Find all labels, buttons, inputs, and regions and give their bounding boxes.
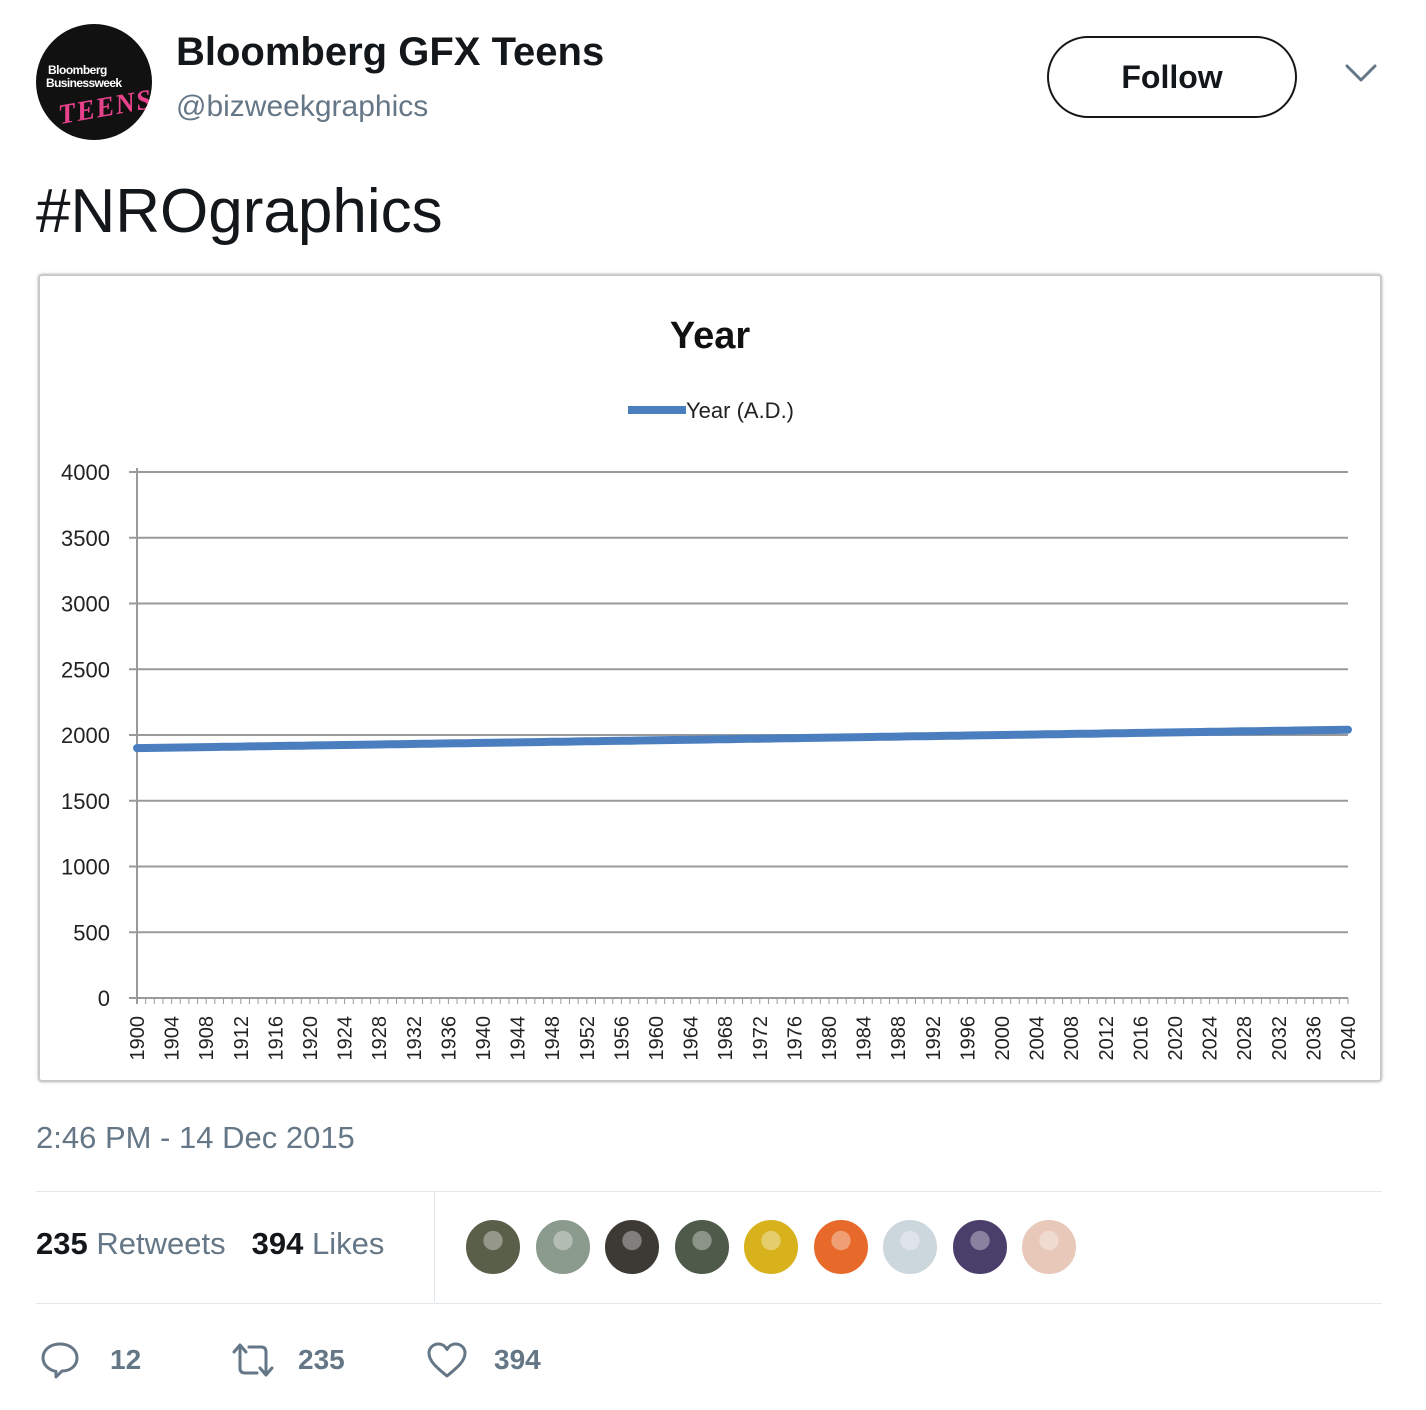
y-tick-label: 4000 — [61, 460, 110, 485]
x-tick-label: 1916 — [265, 1016, 287, 1061]
display-name[interactable]: Bloomberg GFX Teens — [176, 30, 605, 74]
x-tick-label: 1904 — [162, 1016, 184, 1061]
y-tick-label: 1000 — [61, 855, 110, 880]
x-tick-label: 2004 — [1027, 1016, 1049, 1061]
likes-label: Likes — [311, 1226, 385, 1261]
likes-count: 394 — [251, 1226, 304, 1261]
y-tick-label: 0 — [98, 986, 110, 1011]
x-tick-label: 1932 — [404, 1016, 426, 1061]
like-count: 394 — [494, 1344, 541, 1375]
line-chart: 0 500 1000 1500 2000 2500 3000 3500 4000 1900 190… — [61, 315, 1360, 1061]
x-tick-label: 1924 — [335, 1016, 357, 1061]
likes-stat[interactable]: 394 Likes — [252, 1226, 385, 1261]
chart-legend: Year (A.D.) — [628, 398, 794, 423]
tweet-stats: 235 Retweets 394 Likes — [36, 1226, 410, 1262]
x-tick-label: 2036 — [1303, 1016, 1325, 1061]
y-tick-label: 2000 — [61, 723, 110, 748]
y-tick-label: 1500 — [61, 789, 110, 814]
avatar-logo-teens: TEENS — [55, 83, 152, 132]
x-tick-label: 1912 — [231, 1016, 253, 1061]
reply-button[interactable]: 12 — [40, 1334, 141, 1386]
y-tick-label: 500 — [73, 920, 110, 945]
tweet-media-chart[interactable]: 0 500 1000 1500 2000 2500 3000 3500 4000 1900 190… — [38, 274, 1382, 1082]
legend-label: Year (A.D.) — [686, 398, 794, 423]
stats-divider — [434, 1192, 435, 1302]
x-tick-label: 1960 — [646, 1016, 668, 1061]
liker-avatar-9[interactable] — [1020, 1218, 1078, 1276]
series-line-year-ad — [133, 725, 1352, 753]
x-tick-label: 1944 — [508, 1016, 530, 1061]
x-tick-label: 2012 — [1096, 1016, 1118, 1061]
heart-icon — [427, 1342, 467, 1378]
x-tick-label: 2020 — [1165, 1016, 1187, 1061]
follow-button[interactable]: Follow — [1047, 36, 1297, 118]
x-tick-label: 1952 — [577, 1016, 599, 1061]
x-tick-label: 1980 — [819, 1016, 841, 1061]
y-tick-label: 3500 — [61, 526, 110, 551]
liker-avatar-8[interactable] — [950, 1218, 1009, 1276]
divider — [36, 1303, 1382, 1304]
x-tick-label: 2040 — [1338, 1016, 1360, 1061]
x-tick-label: 1948 — [542, 1016, 564, 1061]
reply-icon — [41, 1342, 79, 1379]
x-tick-label: 2028 — [1234, 1016, 1256, 1061]
liker-avatar-4[interactable] — [672, 1218, 731, 1276]
like-button[interactable]: 394 — [426, 1334, 541, 1386]
y-tick-label: 3000 — [61, 592, 110, 617]
chart-title: Year — [670, 315, 751, 357]
x-tick-label: 2024 — [1200, 1016, 1222, 1061]
liker-avatar-7[interactable] — [881, 1218, 939, 1276]
x-tick-label: 1984 — [854, 1016, 876, 1061]
chevron-down-icon[interactable] — [1344, 62, 1378, 84]
liker-avatar-1[interactable] — [464, 1218, 522, 1276]
retweets-stat[interactable]: 235 Retweets — [36, 1226, 226, 1261]
y-tick-label: 2500 — [61, 657, 110, 682]
x-tick-label: 1964 — [681, 1016, 703, 1061]
x-tick-label: 1968 — [715, 1016, 737, 1061]
x-tick-label: 1908 — [196, 1016, 218, 1061]
x-tick-label: 1996 — [957, 1016, 979, 1061]
reply-count: 12 — [110, 1344, 142, 1375]
divider — [36, 1191, 1382, 1192]
x-tick-label: 1900 — [127, 1016, 149, 1061]
x-tick-label: 1988 — [888, 1016, 910, 1061]
x-tick-label: 2016 — [1130, 1016, 1152, 1061]
x-tick-label: 2000 — [992, 1016, 1014, 1061]
x-tick-label: 1940 — [473, 1016, 495, 1061]
retweets-count: 235 — [36, 1226, 88, 1261]
user-handle[interactable]: @bizweekgraphics — [176, 90, 429, 123]
x-tick-label: 1928 — [369, 1016, 391, 1061]
x-tick-label: 1936 — [438, 1016, 460, 1061]
retweets-label: Retweets — [96, 1226, 226, 1261]
profile-avatar[interactable]: Bloomberg Businessweek TEENS — [36, 24, 152, 140]
x-tick-label: 1976 — [784, 1016, 806, 1061]
liker-avatar-6[interactable] — [811, 1218, 870, 1276]
x-tick-label: 1972 — [750, 1016, 772, 1061]
tweet-text[interactable]: #NROgraphics — [36, 177, 443, 246]
retweet-button[interactable]: 235 — [230, 1334, 345, 1386]
x-tick-label: 1956 — [611, 1016, 633, 1061]
retweet-count: 235 — [298, 1344, 345, 1375]
tweet-timestamp[interactable]: 2:46 PM - 14 Dec 2015 — [36, 1120, 355, 1155]
x-tick-label: 1992 — [923, 1016, 945, 1061]
x-tick-label: 2008 — [1061, 1016, 1083, 1061]
liker-avatar-3[interactable] — [603, 1218, 661, 1276]
liker-avatar-2[interactable] — [533, 1218, 592, 1276]
avatar-logo-line2: Businessweek — [46, 76, 122, 90]
x-tick-label: 2032 — [1269, 1016, 1291, 1061]
avatar-logo-line1: Bloomberg — [48, 63, 107, 77]
liker-avatar-5[interactable] — [742, 1218, 800, 1276]
retweet-icon — [232, 1343, 274, 1377]
x-tick-label: 1920 — [300, 1016, 322, 1061]
